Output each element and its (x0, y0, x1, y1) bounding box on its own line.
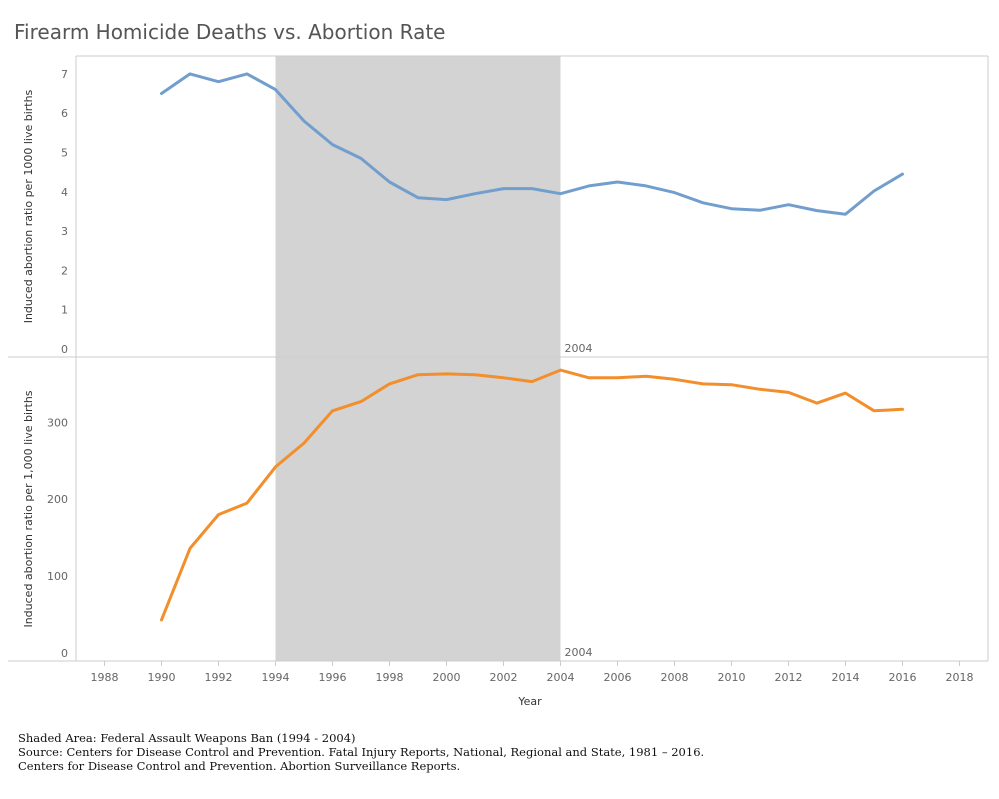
shaded-end-label-bottom: 2004 (565, 646, 593, 659)
y-axis-title-top: Induced abortion ratio per 1000 live bir… (22, 89, 35, 323)
y-tick-label-top: 1 (61, 304, 68, 317)
footer-source-1: Source: Centers for Disease Control and … (18, 745, 705, 759)
x-tick-label: 1998 (376, 671, 404, 684)
footer-shaded-note: Shaded Area: Federal Assault Weapons Ban… (18, 731, 356, 745)
x-tick-label: 2018 (946, 671, 974, 684)
series-line-top (160, 72, 904, 216)
y-tick-label-top: 6 (61, 107, 68, 120)
y-tick-label-top: 0 (61, 343, 68, 356)
x-tick-label: 2008 (661, 671, 689, 684)
y-tick-label-bottom: 200 (47, 493, 68, 506)
footer-source-2: Centers for Disease Control and Preventi… (18, 759, 461, 773)
chart-title: Firearm Homicide Deaths vs. Abortion Rat… (14, 20, 446, 44)
x-tick-label: 2000 (433, 671, 461, 684)
shaded-end-label-top: 2004 (565, 342, 593, 355)
x-tick-label: 1988 (91, 671, 119, 684)
y-tick-label-top: 3 (61, 225, 68, 238)
x-tick-label: 1994 (262, 671, 290, 684)
x-tick-label: 2016 (889, 671, 917, 684)
x-axis-title: Year (517, 695, 542, 708)
y-tick-label-top: 4 (61, 186, 68, 199)
x-tick-label: 1992 (205, 671, 233, 684)
x-tick-label: 2010 (718, 671, 746, 684)
x-tick-label: 2006 (604, 671, 632, 684)
shaded-band (275, 56, 561, 661)
y-tick-label-top: 7 (61, 68, 68, 81)
series-line-bottom (160, 368, 904, 622)
y-tick-label-bottom: 300 (47, 416, 68, 429)
y-axis-title-bottom: Induced abortion ratio per 1,000 live bi… (22, 390, 35, 627)
x-tick-label: 2014 (832, 671, 860, 684)
y-tick-label-bottom: 100 (47, 570, 68, 583)
x-tick-label: 2002 (490, 671, 518, 684)
x-tick-label: 2004 (547, 671, 575, 684)
x-tick-label: 1996 (319, 671, 347, 684)
x-tick-label: 2012 (775, 671, 803, 684)
y-tick-label-top: 5 (61, 146, 68, 159)
x-tick-label: 1990 (148, 671, 176, 684)
y-tick-label-top: 2 (61, 264, 68, 277)
y-tick-label-bottom: 0 (61, 647, 68, 660)
